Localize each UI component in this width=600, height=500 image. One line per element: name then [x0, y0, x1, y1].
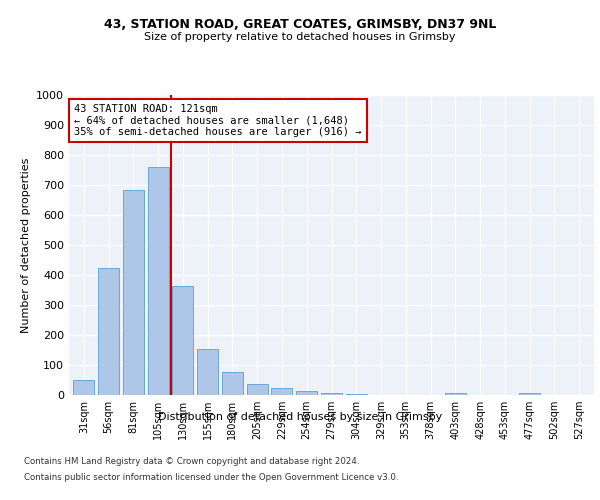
Bar	[321, 392, 342, 395]
Bar	[73, 380, 94, 395]
Text: Contains HM Land Registry data © Crown copyright and database right 2024.: Contains HM Land Registry data © Crown c…	[24, 458, 359, 466]
Text: 43 STATION ROAD: 121sqm
← 64% of detached houses are smaller (1,648)
35% of semi: 43 STATION ROAD: 121sqm ← 64% of detache…	[74, 104, 362, 137]
Bar	[346, 394, 367, 395]
Bar	[172, 286, 193, 395]
Bar	[148, 167, 169, 395]
Text: 43, STATION ROAD, GREAT COATES, GRIMSBY, DN37 9NL: 43, STATION ROAD, GREAT COATES, GRIMSBY,…	[104, 18, 496, 30]
Bar	[247, 384, 268, 395]
Bar	[98, 268, 119, 395]
Bar	[445, 392, 466, 395]
Text: Contains public sector information licensed under the Open Government Licence v3: Contains public sector information licen…	[24, 472, 398, 482]
Bar	[296, 391, 317, 395]
Bar	[271, 388, 292, 395]
Text: Distribution of detached houses by size in Grimsby: Distribution of detached houses by size …	[158, 412, 442, 422]
Y-axis label: Number of detached properties: Number of detached properties	[20, 158, 31, 332]
Bar	[123, 190, 144, 395]
Text: Size of property relative to detached houses in Grimsby: Size of property relative to detached ho…	[144, 32, 456, 42]
Bar	[222, 372, 243, 395]
Bar	[519, 392, 540, 395]
Bar	[197, 348, 218, 395]
